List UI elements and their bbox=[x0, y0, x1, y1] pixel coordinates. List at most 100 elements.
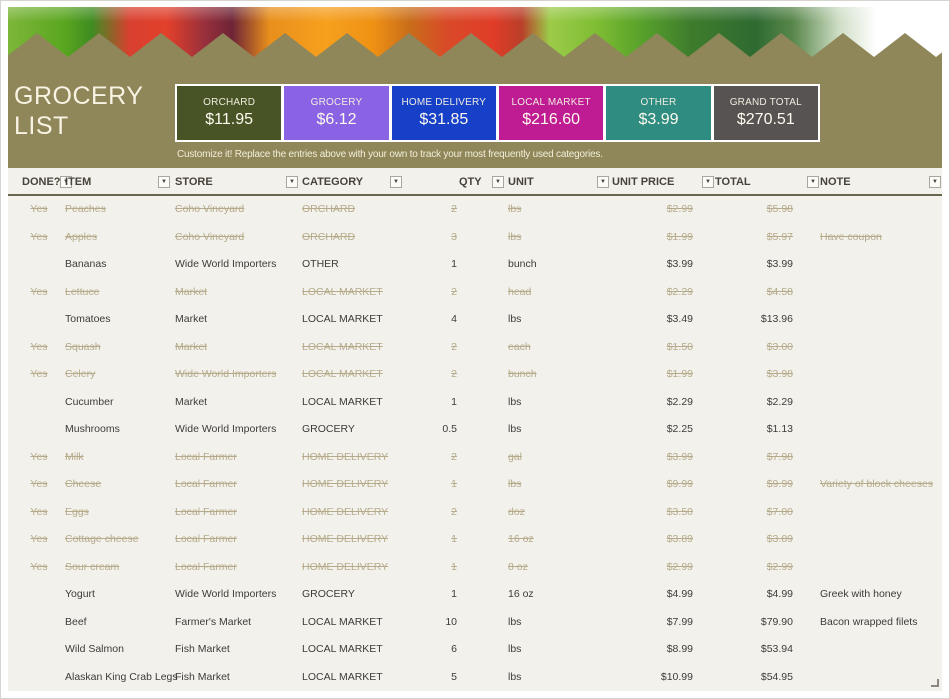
filter-button-qty[interactable]: ▼ bbox=[492, 176, 504, 188]
cell-unit[interactable]: lbs bbox=[508, 423, 522, 435]
filter-button-unit[interactable]: ▼ bbox=[597, 176, 609, 188]
cell-qty[interactable]: 2 bbox=[451, 203, 457, 215]
cell-unit[interactable]: each bbox=[508, 340, 531, 353]
cell-qty[interactable]: 2 bbox=[451, 505, 457, 518]
cell-total[interactable]: $79.90 bbox=[760, 615, 793, 628]
cell-note[interactable] bbox=[820, 389, 942, 417]
cell-unit[interactable]: gal bbox=[508, 450, 523, 463]
table-row[interactable]: Alaskan King Crab Legs Fish Market LOCAL… bbox=[8, 664, 942, 692]
cell-done[interactable]: Yes bbox=[30, 560, 48, 573]
cell-item[interactable]: Lettuce bbox=[65, 285, 100, 298]
cell-store[interactable]: Farmer's Market bbox=[175, 615, 252, 628]
cell-unit-price[interactable]: $10.99 bbox=[660, 670, 693, 683]
cell-item[interactable]: Apples bbox=[65, 230, 98, 243]
cell-unit-price[interactable]: $3.89 bbox=[666, 533, 693, 545]
cell-category[interactable]: LOCAL MARKET bbox=[302, 643, 383, 655]
cell-total[interactable]: $54.95 bbox=[760, 670, 793, 683]
cell-category[interactable]: LOCAL MARKET bbox=[302, 615, 383, 628]
cell-category[interactable]: LOCAL MARKET bbox=[302, 340, 383, 353]
cell-unit[interactable]: lbs bbox=[508, 313, 522, 325]
cell-note[interactable] bbox=[820, 361, 942, 389]
table-row[interactable]: Cucumber Market LOCAL MARKET 1 lbs $2.29… bbox=[8, 389, 942, 417]
cell-item[interactable]: Cheese bbox=[65, 478, 102, 490]
cell-done[interactable] bbox=[8, 416, 60, 444]
cell-unit-price[interactable]: $1.99 bbox=[666, 368, 693, 380]
cell-unit-price[interactable]: $1.50 bbox=[666, 340, 693, 353]
table-row[interactable]: Yes Milk Local Farmer HOME DELIVERY 2 ga… bbox=[8, 444, 942, 472]
cell-note[interactable] bbox=[820, 306, 942, 334]
cell-qty[interactable]: 5 bbox=[451, 670, 457, 683]
cell-item[interactable]: Sour cream bbox=[65, 560, 120, 573]
cell-total[interactable]: $4.99 bbox=[766, 588, 793, 600]
cell-item[interactable]: Squash bbox=[65, 340, 101, 353]
table-row[interactable]: Bananas Wide World Importers OTHER 1 bun… bbox=[8, 251, 942, 279]
table-resize-handle[interactable] bbox=[931, 679, 939, 687]
cell-done[interactable] bbox=[8, 609, 60, 637]
cell-item[interactable]: Eggs bbox=[65, 505, 89, 518]
cell-item[interactable]: Celery bbox=[65, 368, 96, 380]
cell-note[interactable] bbox=[820, 554, 942, 582]
cell-unit-price[interactable]: $3.99 bbox=[666, 450, 693, 463]
table-row[interactable]: Yes Squash Market LOCAL MARKET 2 each $1… bbox=[8, 334, 942, 362]
cell-note[interactable] bbox=[820, 196, 942, 224]
cell-total[interactable]: $9.99 bbox=[766, 478, 793, 490]
cell-store[interactable]: Fish Market bbox=[175, 670, 230, 683]
cell-category[interactable]: HOME DELIVERY bbox=[302, 450, 389, 463]
cell-unit-price[interactable]: $8.99 bbox=[666, 643, 693, 655]
cell-qty[interactable]: 6 bbox=[451, 643, 457, 655]
cell-note[interactable]: Have coupon bbox=[820, 230, 882, 243]
cell-unit[interactable]: doz bbox=[508, 505, 525, 518]
table-row[interactable]: Tomatoes Market LOCAL MARKET 4 lbs $3.49… bbox=[8, 306, 942, 334]
cell-qty[interactable]: 3 bbox=[451, 230, 457, 243]
cell-category[interactable]: LOCAL MARKET bbox=[302, 285, 383, 298]
cell-total[interactable]: $7.98 bbox=[766, 450, 793, 463]
cell-note[interactable] bbox=[820, 251, 942, 279]
filter-button-note[interactable]: ▼ bbox=[929, 176, 941, 188]
cell-done[interactable] bbox=[8, 389, 60, 417]
table-row[interactable]: Yes Lettuce Market LOCAL MARKET 2 head $… bbox=[8, 279, 942, 307]
cell-category[interactable]: HOME DELIVERY bbox=[302, 505, 389, 518]
cell-unit-price[interactable]: $7.99 bbox=[666, 615, 693, 628]
filter-button-item[interactable]: ▼ bbox=[158, 176, 170, 188]
filter-button-store[interactable]: ▼ bbox=[286, 176, 298, 188]
cell-unit-price[interactable]: $9.99 bbox=[666, 478, 693, 490]
cell-done[interactable]: Yes bbox=[30, 340, 48, 353]
cell-store[interactable]: Market bbox=[175, 313, 208, 325]
cell-store[interactable]: Local Farmer bbox=[175, 560, 237, 573]
cell-category[interactable]: GROCERY bbox=[302, 588, 355, 600]
cell-item[interactable]: Cottage cheese bbox=[65, 533, 139, 545]
cell-item[interactable]: Yogurt bbox=[65, 588, 95, 600]
cell-note[interactable]: Variety of block cheeses bbox=[820, 478, 934, 490]
cell-category[interactable]: ORCHARD bbox=[302, 230, 356, 243]
cell-note[interactable] bbox=[820, 664, 942, 692]
cell-total[interactable]: $2.29 bbox=[766, 395, 793, 408]
cell-qty[interactable]: 1 bbox=[451, 258, 457, 270]
cell-store[interactable]: Local Farmer bbox=[175, 450, 237, 463]
cell-qty[interactable]: 1 bbox=[451, 395, 457, 408]
cell-category[interactable]: OTHER bbox=[302, 258, 339, 270]
cell-store[interactable]: Wide World Importers bbox=[175, 368, 277, 380]
cell-store[interactable]: Market bbox=[175, 285, 208, 298]
table-row[interactable]: Yes Cottage cheese Local Farmer HOME DEL… bbox=[8, 526, 942, 554]
cell-unit-price[interactable]: $2.29 bbox=[666, 285, 693, 298]
cell-total[interactable]: $3.00 bbox=[766, 340, 793, 353]
cell-total[interactable]: $13.96 bbox=[760, 313, 793, 325]
filter-button-total[interactable]: ▼ bbox=[807, 176, 819, 188]
cell-unit[interactable]: lbs bbox=[508, 203, 522, 215]
cell-done[interactable]: Yes bbox=[30, 285, 48, 298]
cell-store[interactable]: Market bbox=[175, 340, 208, 353]
cell-unit[interactable]: lbs bbox=[508, 478, 522, 490]
cell-item[interactable]: Milk bbox=[65, 450, 84, 463]
cell-item[interactable]: Wild Salmon bbox=[65, 643, 124, 655]
cell-store[interactable]: Wide World Importers bbox=[175, 588, 277, 600]
cell-item[interactable]: Beef bbox=[65, 615, 87, 628]
table-row[interactable]: Yes Eggs Local Farmer HOME DELIVERY 2 do… bbox=[8, 499, 942, 527]
cell-store[interactable]: Coho Vineyard bbox=[175, 230, 245, 243]
cell-store[interactable]: Fish Market bbox=[175, 643, 230, 655]
cell-done[interactable]: Yes bbox=[30, 203, 48, 215]
cell-note[interactable] bbox=[820, 636, 942, 664]
cell-done[interactable] bbox=[8, 664, 60, 692]
cell-unit[interactable]: 16 oz bbox=[508, 588, 534, 600]
cell-done[interactable]: Yes bbox=[30, 505, 48, 518]
cell-unit[interactable]: 16 oz bbox=[508, 533, 534, 545]
